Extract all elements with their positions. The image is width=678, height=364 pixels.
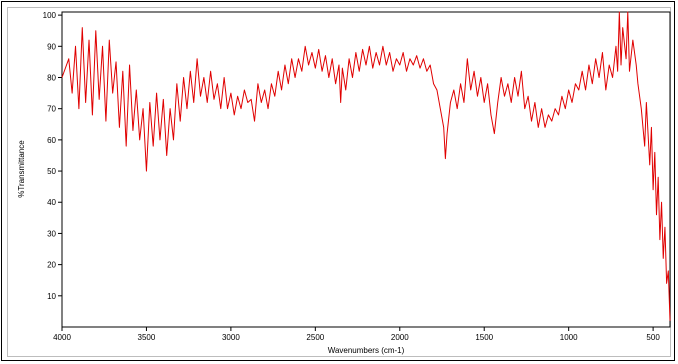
spectrum-chart: 10 20 30 40 50 60 70 80 90 100 4000 3500 3000 2500 20… bbox=[17, 11, 671, 355]
x-tick-label: 1500 bbox=[475, 333, 493, 342]
series-layer bbox=[61, 11, 671, 321]
y-tick-label: 80 bbox=[47, 73, 56, 82]
x-tick-label: 2500 bbox=[306, 333, 324, 342]
transmittance-series-line bbox=[61, 11, 671, 321]
y-tick-label: 20 bbox=[47, 261, 56, 270]
plot-area bbox=[61, 11, 671, 328]
y-tick-label: 100 bbox=[43, 11, 57, 20]
y-tick-label: 50 bbox=[47, 167, 56, 176]
x-tick-label: 4000 bbox=[53, 333, 71, 342]
x-axis-ticks: 4000 3500 3000 2500 2000 1500 1000 500 bbox=[53, 327, 660, 342]
x-tick-label: 500 bbox=[646, 333, 660, 342]
x-axis-label: Wavenumbers (cm-1) bbox=[328, 346, 405, 355]
y-tick-label: 40 bbox=[47, 198, 56, 207]
y-axis-ticks: 10 20 30 40 50 60 70 80 90 100 bbox=[43, 11, 62, 301]
y-axis-label: %Transmittance bbox=[17, 140, 26, 198]
x-tick-label: 2000 bbox=[391, 333, 409, 342]
y-tick-label: 70 bbox=[47, 105, 56, 114]
y-tick-label: 60 bbox=[47, 136, 56, 145]
y-tick-label: 90 bbox=[47, 42, 56, 51]
x-tick-label: 3500 bbox=[138, 333, 156, 342]
y-tick-label: 30 bbox=[47, 229, 56, 238]
x-tick-label: 3000 bbox=[222, 333, 240, 342]
y-tick-label: 10 bbox=[47, 292, 56, 301]
x-tick-label: 1000 bbox=[560, 333, 578, 342]
